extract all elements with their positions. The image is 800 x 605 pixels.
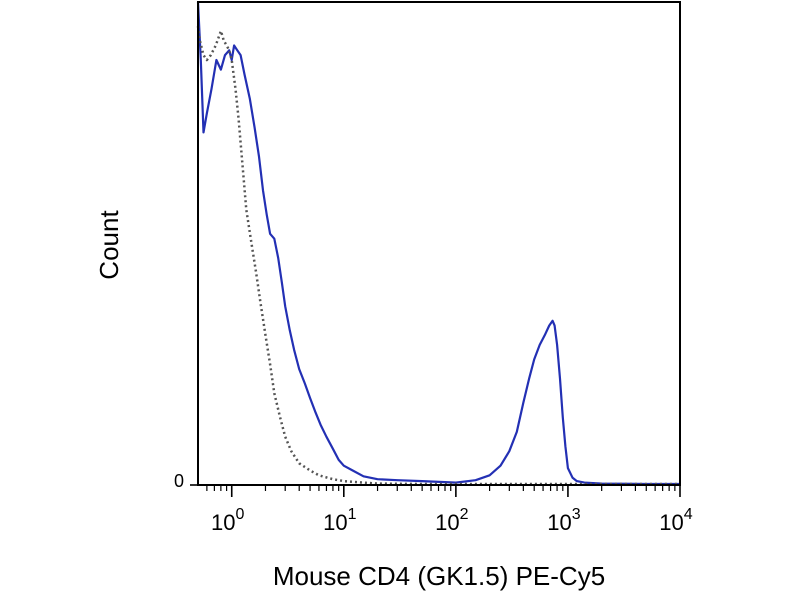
series-layer bbox=[196, 1, 680, 486]
x-tick-exponent: 0 bbox=[236, 506, 245, 523]
plot-frame bbox=[197, 1, 681, 486]
x-tick-label: 100 bbox=[211, 506, 244, 535]
series-isotype-control-line bbox=[196, 26, 680, 486]
y-axis-label: Count bbox=[94, 210, 124, 280]
x-tick-label: 103 bbox=[547, 506, 580, 535]
y-tick-label: 0 bbox=[174, 471, 184, 491]
x-axis-label: Mouse CD4 (GK1.5) PE-Cy5 bbox=[273, 561, 605, 591]
x-tick-exponent: 1 bbox=[348, 506, 357, 523]
x-tick-exponent: 2 bbox=[460, 506, 469, 523]
x-tick-label: 101 bbox=[323, 506, 356, 535]
series-sample-line bbox=[196, 1, 680, 486]
x-tick-label: 102 bbox=[435, 506, 468, 535]
x-tick-exponent: 3 bbox=[572, 506, 581, 523]
y-axis-ticks: 0 bbox=[174, 471, 198, 491]
x-tick-label: 104 bbox=[659, 506, 692, 535]
x-axis-ticks: 100 101 102 103 104 bbox=[206, 485, 693, 535]
x-tick-exponent: 4 bbox=[684, 506, 693, 523]
